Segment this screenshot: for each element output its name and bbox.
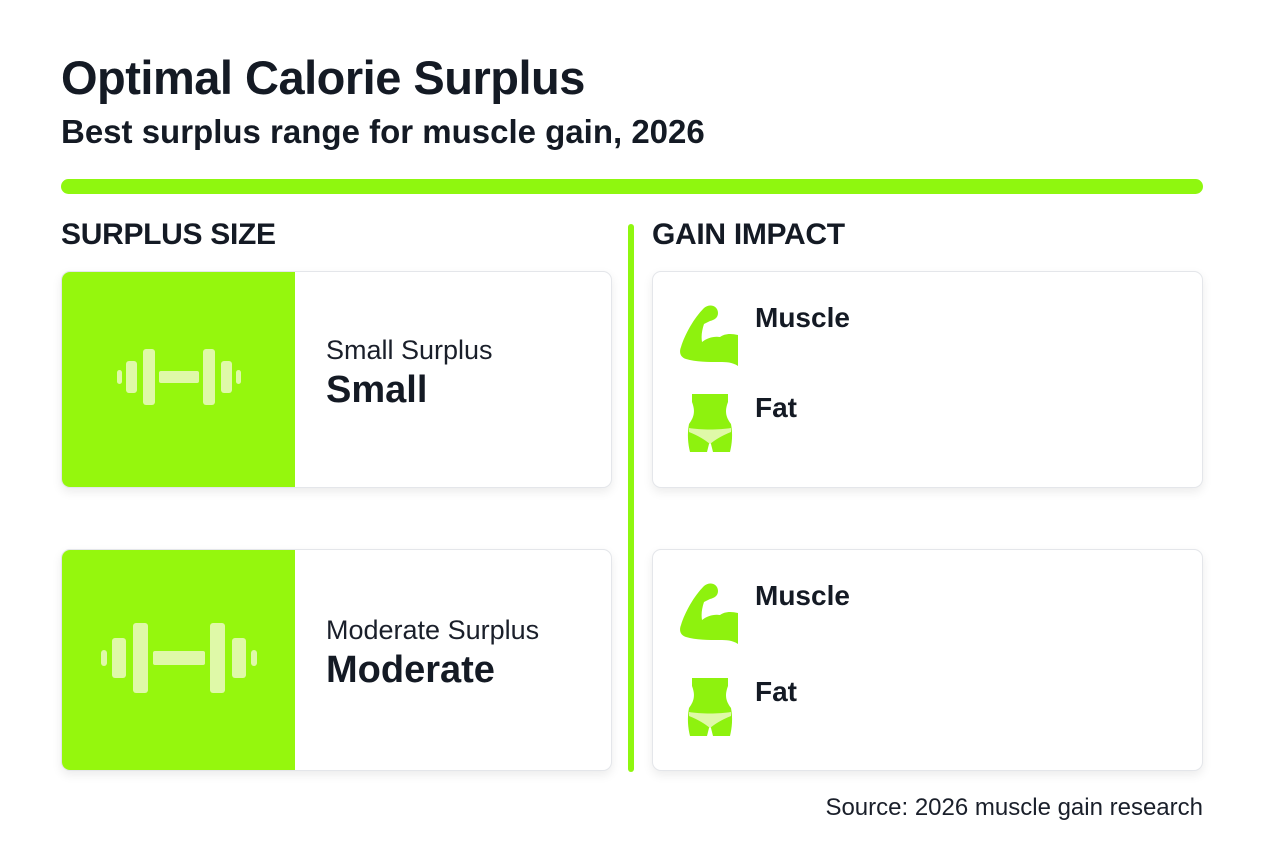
- surplus-value: Small: [326, 369, 428, 412]
- impact-label: Fat: [755, 392, 797, 423]
- surplus-text: Small Surplus Small: [326, 334, 493, 414]
- surplus-value: Moderate: [326, 649, 495, 692]
- impact-card-small: Muscle Fat: [652, 271, 1203, 488]
- flexed-biceps-icon: [679, 582, 741, 644]
- waist-icon: [679, 678, 741, 736]
- impact-label: Muscle: [755, 302, 850, 333]
- surplus-card-moderate: Moderate Surplus Moderate: [61, 549, 612, 771]
- page-title: Optimal Calorie Surplus: [61, 51, 585, 104]
- surplus-label: Moderate Surplus: [326, 615, 540, 645]
- waist-icon: [679, 394, 741, 452]
- impact-label: Fat: [755, 676, 797, 707]
- source-note: Source: 2026 muscle gain research: [825, 794, 1203, 821]
- impact-row-fat: Fat: [679, 678, 797, 736]
- impact-row-muscle: Muscle: [679, 582, 850, 644]
- impact-label: Muscle: [755, 580, 850, 611]
- surplus-icon-panel: [62, 550, 295, 770]
- flexed-biceps-icon: [679, 304, 741, 366]
- impact-row-muscle: Muscle: [679, 304, 850, 366]
- accent-bar: [61, 179, 1203, 194]
- impact-card-moderate: Muscle Fat: [652, 549, 1203, 771]
- surplus-icon-panel: [62, 272, 295, 487]
- gain-impact-heading: GAIN IMPACT: [652, 218, 845, 251]
- dumbbell-icon: [100, 619, 257, 702]
- dumbbell-icon: [116, 345, 241, 414]
- surplus-label: Small Surplus: [326, 335, 493, 365]
- impact-row-fat: Fat: [679, 394, 797, 452]
- surplus-card-small: Small Surplus Small: [61, 271, 612, 488]
- surplus-size-heading: SURPLUS SIZE: [61, 218, 276, 251]
- column-divider: [628, 224, 634, 772]
- surplus-text: Moderate Surplus Moderate: [326, 614, 539, 694]
- page-subtitle: Best surplus range for muscle gain, 2026: [61, 113, 705, 150]
